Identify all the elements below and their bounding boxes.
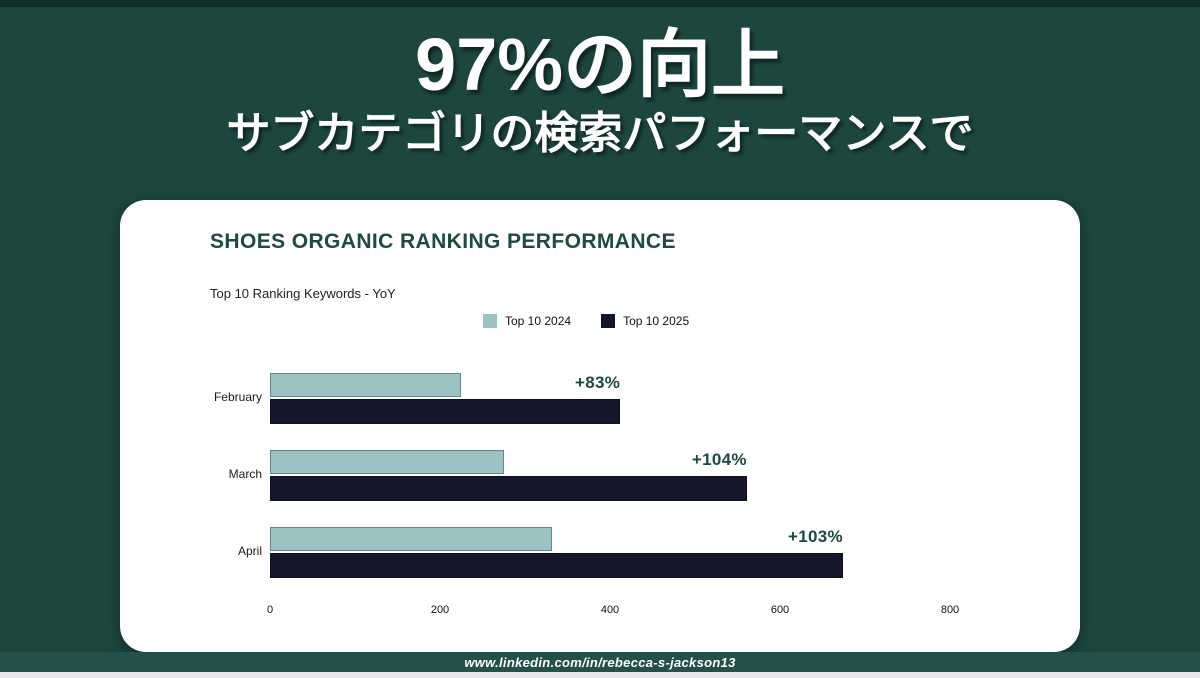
bar-2025 [270,476,747,501]
category-label: March [228,467,262,481]
plot-area: February +83% March +104% April +103% [214,373,950,583]
x-tick-label: 600 [770,604,790,616]
legend-swatch-icon [601,314,616,328]
category-label: April [237,544,262,558]
top-edge-strip [0,0,1200,7]
chart-title: SHOES ORGANIC RANKING PERFORMANCE [210,230,676,253]
legend-label: Top 10 2025 [623,314,690,328]
chart-subtitle: Top 10 Ranking Keywords - YoY [210,286,396,301]
legend-item-2024: Top 10 2024 [483,314,571,328]
x-tick-label: 800 [940,604,960,616]
bar-2024 [270,373,462,397]
chart-row: February +83% [214,373,950,425]
x-tick-label: 0 [266,604,274,616]
footer-bar: www.linkedin.com/in/rebecca-s-jackson13 [0,652,1200,672]
pct-annotation: +104% [691,450,747,469]
chart-row: March +104% [229,450,950,502]
slide-title: 97%の向上 [414,23,786,106]
legend-swatch-icon [483,314,497,328]
bar-2025 [270,399,621,424]
footer-link-text: www.linkedin.com/in/rebecca-s-jackson13 [464,654,736,670]
slide-headline: 97%の向上 サブカテゴリの検索パフォーマンスで [0,26,1200,158]
chart-card: SHOES ORGANIC RANKING PERFORMANCE Top 10… [120,200,1080,652]
x-tick-label: 400 [600,604,620,616]
x-tick-label: 200 [430,604,450,616]
category-label: February [213,390,262,404]
bar-2024 [270,450,504,474]
bottom-edge-strip [0,672,1200,678]
chart-row: April +103% [238,527,950,579]
legend-label: Top 10 2024 [505,314,572,328]
bar-2025 [270,553,843,578]
legend-item-2025: Top 10 2025 [601,314,689,328]
bar-2024 [270,527,553,551]
slide-subtitle: サブカテゴリの検索パフォーマンスで [226,108,974,158]
x-axis: 0 200 400 600 800 [266,604,959,622]
pct-annotation: +83% [575,373,621,392]
pct-annotation: +103% [787,527,843,546]
chart-legend: Top 10 2024 Top 10 2025 [483,314,689,328]
